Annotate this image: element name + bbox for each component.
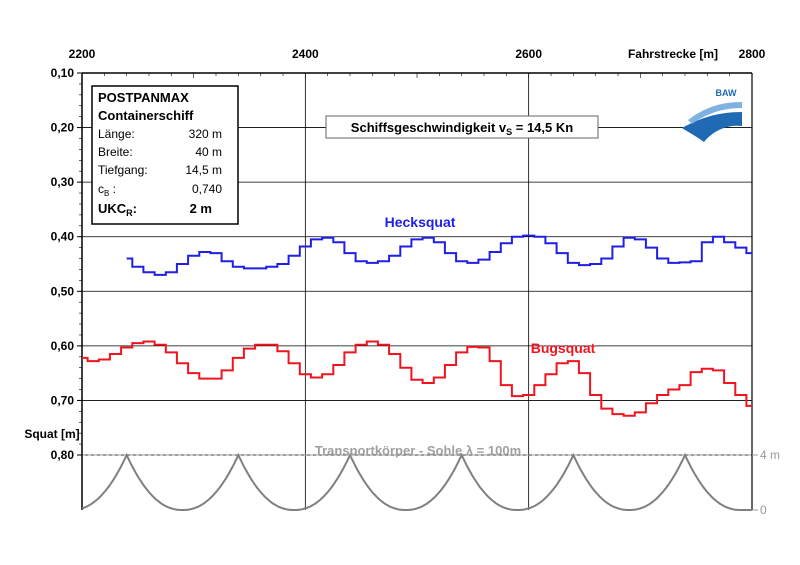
baw-logo-swoosh-light [688,102,742,124]
info-box-frame [91,85,239,225]
info-row-length-value: 320 m [189,127,222,141]
axes: 0,10 0,20 0,30 0,40 0,50 0,60 0,70 0,80 2200 2400… [51,47,780,517]
x-tick-label: 2400 [292,47,319,61]
series-line-bugsquat [82,340,752,417]
series-label-hecksquat: Hecksquat [385,214,456,230]
bedform-line [81,452,752,511]
y-tick-label: 0,50 [51,284,75,298]
series-label-bugsquat: Bugsquat [531,340,596,356]
baw-logo: BAW [682,88,742,142]
y-tick-label: 0,70 [51,393,75,407]
speed-label-box: Schiffsgeschwindigkeit vS = 14,5 Kn [325,115,599,139]
info-row-draft-label: Tiefgang: [98,163,148,177]
info-row-ukc-value: 2 m [190,201,212,216]
info-box: POSTPANMAX Containerschiff Länge: 320 m … [91,85,239,225]
y-tick-label: 0,20 [51,121,75,135]
speed-label-frame [325,115,599,139]
y-tick-label: 0,80 [51,448,75,462]
info-row-ukc-label: UKCR: [98,201,137,218]
info-row-cb-value: 0,740 [192,182,222,196]
x-tick-label: 2600 [515,47,542,61]
info-box-subtitle: Containerschiff [98,108,194,123]
info-row-length-label: Länge: [98,127,135,141]
secondary-tick-label: 4 m [760,448,780,462]
speed-label: Schiffsgeschwindigkeit vS = 14,5 Kn [351,120,573,137]
series-line-hecksquat [126,234,752,276]
secondary-tick-label: 0 [760,503,767,517]
bedform-series [81,452,752,511]
y-axis-label: Squat [m] [24,427,79,441]
x-tick-label: 2800 [739,47,766,61]
y-tick-label: 0,10 [51,66,75,80]
info-box-title: POSTPANMAX [98,90,189,105]
y-tick-label: 0,30 [51,175,75,189]
y-tick-label: 0,60 [51,339,75,353]
x-tick-label: 2200 [69,47,96,61]
squat-series [82,234,752,417]
info-row-draft-value: 14,5 m [185,163,222,177]
info-row-width-value: 40 m [195,145,222,159]
baw-logo-text: BAW [716,88,738,98]
baw-logo-swoosh [682,112,742,142]
info-row-cb-label: cB : [98,182,116,198]
bedform-label: Transportkörper - Sohle λ = 100m [315,443,521,458]
x-axis-label: Fahrstrecke [m] [628,47,718,61]
info-row-width-label: Breite: [98,145,133,159]
y-tick-label: 0,40 [51,230,75,244]
